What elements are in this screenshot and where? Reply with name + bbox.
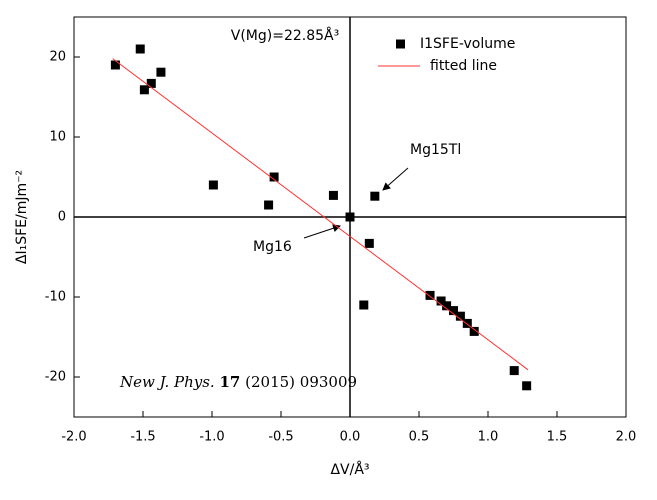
x-tick-label: 1.5 (547, 430, 568, 445)
legend-label: fitted line (430, 58, 497, 74)
x-tick-label: -2.0 (61, 430, 86, 445)
arrow (382, 167, 409, 191)
point (146, 78, 156, 88)
point (370, 191, 380, 201)
point (425, 290, 435, 300)
citation-rest: (2015) 093009 (245, 373, 357, 391)
x-tick-label: 1.0 (478, 430, 499, 445)
annotation: Mg15Tl (410, 142, 461, 158)
point (462, 318, 472, 328)
citation-volume: 17 (219, 373, 240, 391)
point (139, 85, 149, 95)
point (509, 366, 519, 376)
y-tick-label: 10 (49, 130, 66, 145)
fitted-line (112, 58, 529, 371)
arrow (303, 224, 341, 239)
point (264, 200, 274, 210)
annotation: Mg16 (253, 239, 292, 255)
y-tick-label: -20 (45, 370, 66, 385)
x-tick-label: 2.0 (616, 430, 637, 445)
point (455, 311, 465, 321)
x-tick-label: 0.5 (409, 430, 430, 445)
annotation: V(Mg)=22.85Å³ (231, 27, 339, 44)
point (135, 44, 145, 54)
point (442, 301, 452, 311)
legend-swatch (396, 39, 405, 49)
point (269, 172, 279, 182)
citation: New J. Phys. 17 (2015) 093009 (119, 373, 357, 391)
x-tick-label: -0.5 (268, 430, 293, 445)
y-tick-label: 20 (49, 50, 66, 65)
citation-journal: New J. Phys. (119, 373, 215, 391)
y-axis-label: ΔI₁SFE/mJm⁻² (14, 170, 30, 264)
x-axis-label: ΔV/Å³ (330, 461, 369, 478)
y-tick-label: -10 (45, 290, 66, 305)
point (156, 67, 166, 77)
point (436, 296, 446, 306)
x-tick-label: -1.0 (199, 430, 224, 445)
point (345, 212, 355, 222)
point (449, 306, 458, 316)
y-tick-label: 0 (58, 210, 66, 225)
point (328, 190, 338, 200)
point (110, 60, 120, 70)
point (522, 381, 532, 391)
point (208, 180, 218, 190)
x-tick-label: 0.0 (340, 430, 361, 445)
point (359, 300, 369, 310)
point (364, 238, 374, 248)
legend-label: I1SFE-volume (420, 36, 515, 52)
point (469, 326, 479, 336)
x-tick-label: -1.5 (130, 430, 155, 445)
